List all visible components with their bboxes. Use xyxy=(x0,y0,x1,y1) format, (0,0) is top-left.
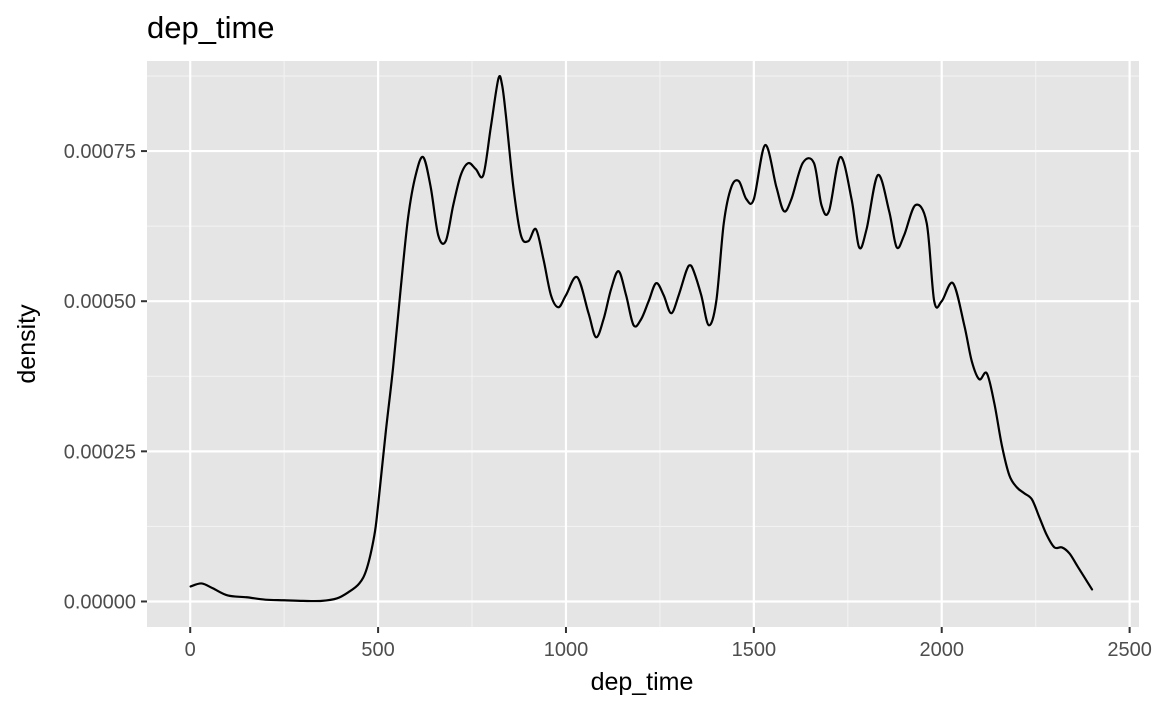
y-tick-label: 0.00000 xyxy=(64,591,136,613)
x-tick-label: 0 xyxy=(185,639,196,661)
y-axis-title: density xyxy=(13,304,41,384)
axis-ticks: 0 500 1000 1500 2000 2500 0.00000 0.00025 0.0005… xyxy=(64,141,1152,661)
x-tick-label: 1500 xyxy=(732,639,777,661)
x-tick-label: 500 xyxy=(361,639,394,661)
density-line xyxy=(189,75,1094,603)
x-tick-label: 2000 xyxy=(919,639,964,661)
x-tick-label: 2500 xyxy=(1107,639,1152,661)
y-tick-label: 0.00025 xyxy=(64,441,136,463)
y-tick-label: 0.00075 xyxy=(64,141,136,163)
x-tick-label: 1000 xyxy=(544,639,589,661)
plot-panel xyxy=(147,61,1139,627)
chart-title: dep_time xyxy=(147,10,275,45)
grid-lines xyxy=(147,61,1139,627)
y-tick-label: 0.00050 xyxy=(64,291,136,313)
x-axis-title: dep_time xyxy=(591,668,694,696)
